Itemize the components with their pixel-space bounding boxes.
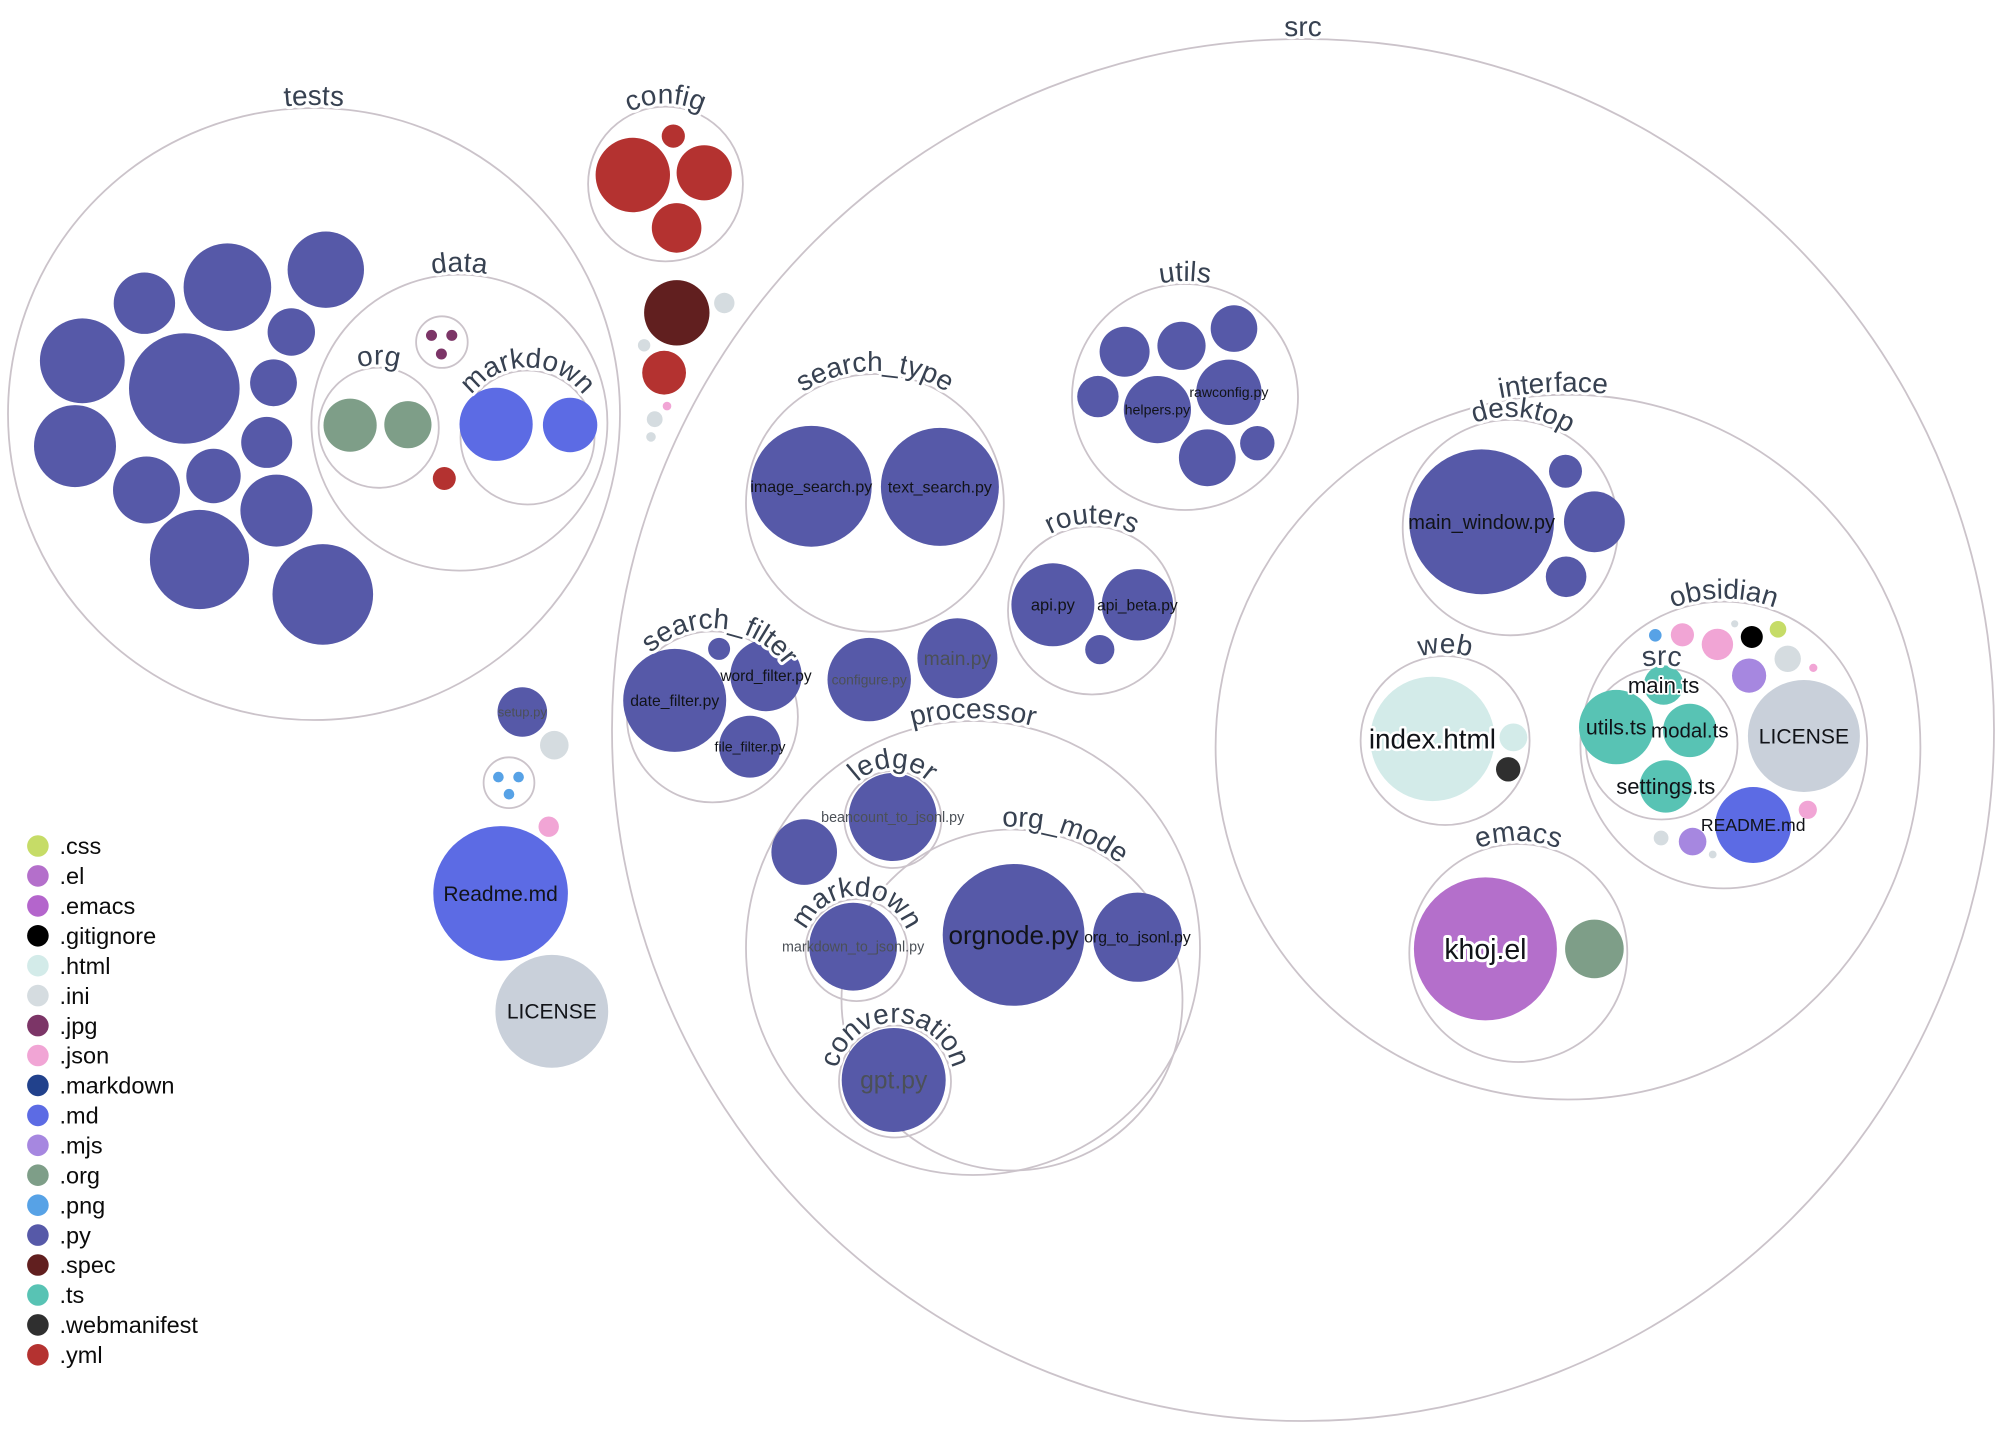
svg-text:LICENSE: LICENSE <box>507 1001 597 1024</box>
svg-text:beancount_to_jsonl.py: beancount_to_jsonl.py <box>821 810 965 826</box>
svg-text:file_filter.py: file_filter.py <box>715 740 787 756</box>
svg-text:interface: interface <box>1496 367 1610 404</box>
svg-text:src: src <box>1284 11 1322 42</box>
svg-text:date_filter.py: date_filter.py <box>630 693 719 710</box>
svg-text:tests: tests <box>282 80 345 112</box>
svg-text:main_window.py: main_window.py <box>1408 512 1555 534</box>
svg-text:modal.ts: modal.ts <box>1651 720 1728 743</box>
svg-text:.css: .css <box>60 833 102 859</box>
svg-text:web: web <box>1414 628 1475 662</box>
svg-text:main.ts: main.ts <box>1628 673 1700 698</box>
svg-text:.json: .json <box>60 1043 110 1069</box>
svg-text:org: org <box>354 340 404 374</box>
svg-text:main.py: main.py <box>924 649 992 670</box>
svg-text:setup.py: setup.py <box>498 705 548 720</box>
svg-text:api.py: api.py <box>1031 597 1076 615</box>
svg-text:rawconfig.py: rawconfig.py <box>1189 384 1269 400</box>
svg-text:data: data <box>429 246 490 279</box>
svg-text:api_beta.py: api_beta.py <box>1097 597 1178 614</box>
svg-text:.webmanifest: .webmanifest <box>60 1312 199 1338</box>
svg-text:org_to_jsonl.py: org_to_jsonl.py <box>1084 930 1191 947</box>
svg-text:helpers.py: helpers.py <box>1125 403 1191 419</box>
svg-text:.md: .md <box>60 1103 99 1129</box>
svg-text:.html: .html <box>60 953 111 979</box>
svg-text:text_search.py: text_search.py <box>888 480 992 497</box>
svg-text:.ini: .ini <box>60 983 90 1009</box>
svg-text:.org: .org <box>60 1162 101 1188</box>
svg-text:image_search.py: image_search.py <box>750 479 872 496</box>
svg-text:markdown_to_jsonl.py: markdown_to_jsonl.py <box>782 940 925 956</box>
svg-text:.emacs: .emacs <box>60 893 136 919</box>
svg-text:.spec: .spec <box>60 1252 116 1278</box>
svg-text:orgnode.py: orgnode.py <box>949 920 1079 950</box>
svg-text:Readme.md: Readme.md <box>443 883 557 906</box>
svg-text:configure.py: configure.py <box>832 672 907 687</box>
svg-text:.mjs: .mjs <box>60 1133 103 1159</box>
svg-text:word_filter.py: word_filter.py <box>719 668 812 685</box>
svg-text:.markdown: .markdown <box>60 1073 175 1099</box>
svg-text:khoj.el: khoj.el <box>1444 934 1526 966</box>
svg-text:.jpg: .jpg <box>60 1013 98 1039</box>
svg-text:utils.ts: utils.ts <box>1586 716 1647 740</box>
svg-text:LICENSE: LICENSE <box>1759 725 1849 748</box>
svg-text:src: src <box>1640 640 1684 673</box>
svg-text:README.md: README.md <box>1701 815 1806 835</box>
svg-text:gpt.py: gpt.py <box>860 1068 928 1095</box>
svg-text:index.html: index.html <box>1369 724 1496 755</box>
svg-text:utils: utils <box>1157 256 1214 289</box>
svg-text:.el: .el <box>60 863 85 889</box>
svg-text:.py: .py <box>60 1222 92 1248</box>
svg-text:.ts: .ts <box>60 1282 85 1308</box>
svg-text:.png: .png <box>60 1192 106 1218</box>
svg-text:.gitignore: .gitignore <box>60 923 157 949</box>
svg-text:.yml: .yml <box>60 1342 103 1368</box>
svg-text:settings.ts: settings.ts <box>1616 774 1715 799</box>
